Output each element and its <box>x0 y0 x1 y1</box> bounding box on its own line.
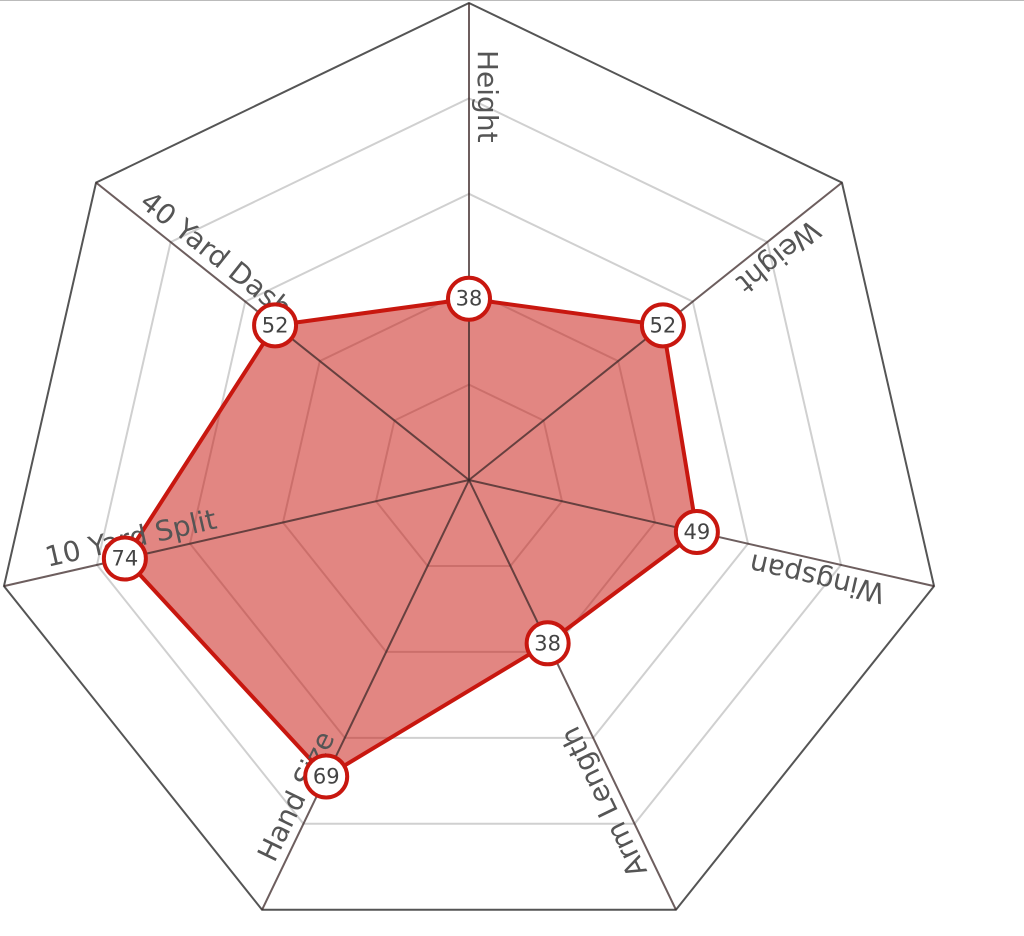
value-label: 38 <box>534 631 561 655</box>
grid-ring <box>95 97 843 825</box>
data-point <box>303 753 350 800</box>
value-label: 74 <box>112 547 139 571</box>
value-label: 49 <box>684 520 711 544</box>
grid-ring <box>188 192 750 739</box>
data-point <box>673 509 720 556</box>
value-label: 38 <box>456 287 483 311</box>
axis-label: Wingspan <box>746 547 888 610</box>
value-label: 52 <box>262 313 289 337</box>
data-point <box>446 275 492 322</box>
value-label: 52 <box>650 313 677 337</box>
data-point <box>524 620 571 667</box>
data-point <box>101 535 148 582</box>
data-area <box>124 298 697 777</box>
axis-label: Height <box>471 50 504 143</box>
data-point <box>252 302 299 349</box>
grid-ring <box>2 1 936 911</box>
axis-spoke <box>468 479 677 911</box>
axis-spoke <box>3 479 470 588</box>
value-label: 69 <box>313 765 340 789</box>
axis-label: Arm Length <box>553 721 653 882</box>
data-point <box>639 302 686 349</box>
axis-spoke <box>261 479 470 911</box>
data-outline <box>122 296 699 779</box>
